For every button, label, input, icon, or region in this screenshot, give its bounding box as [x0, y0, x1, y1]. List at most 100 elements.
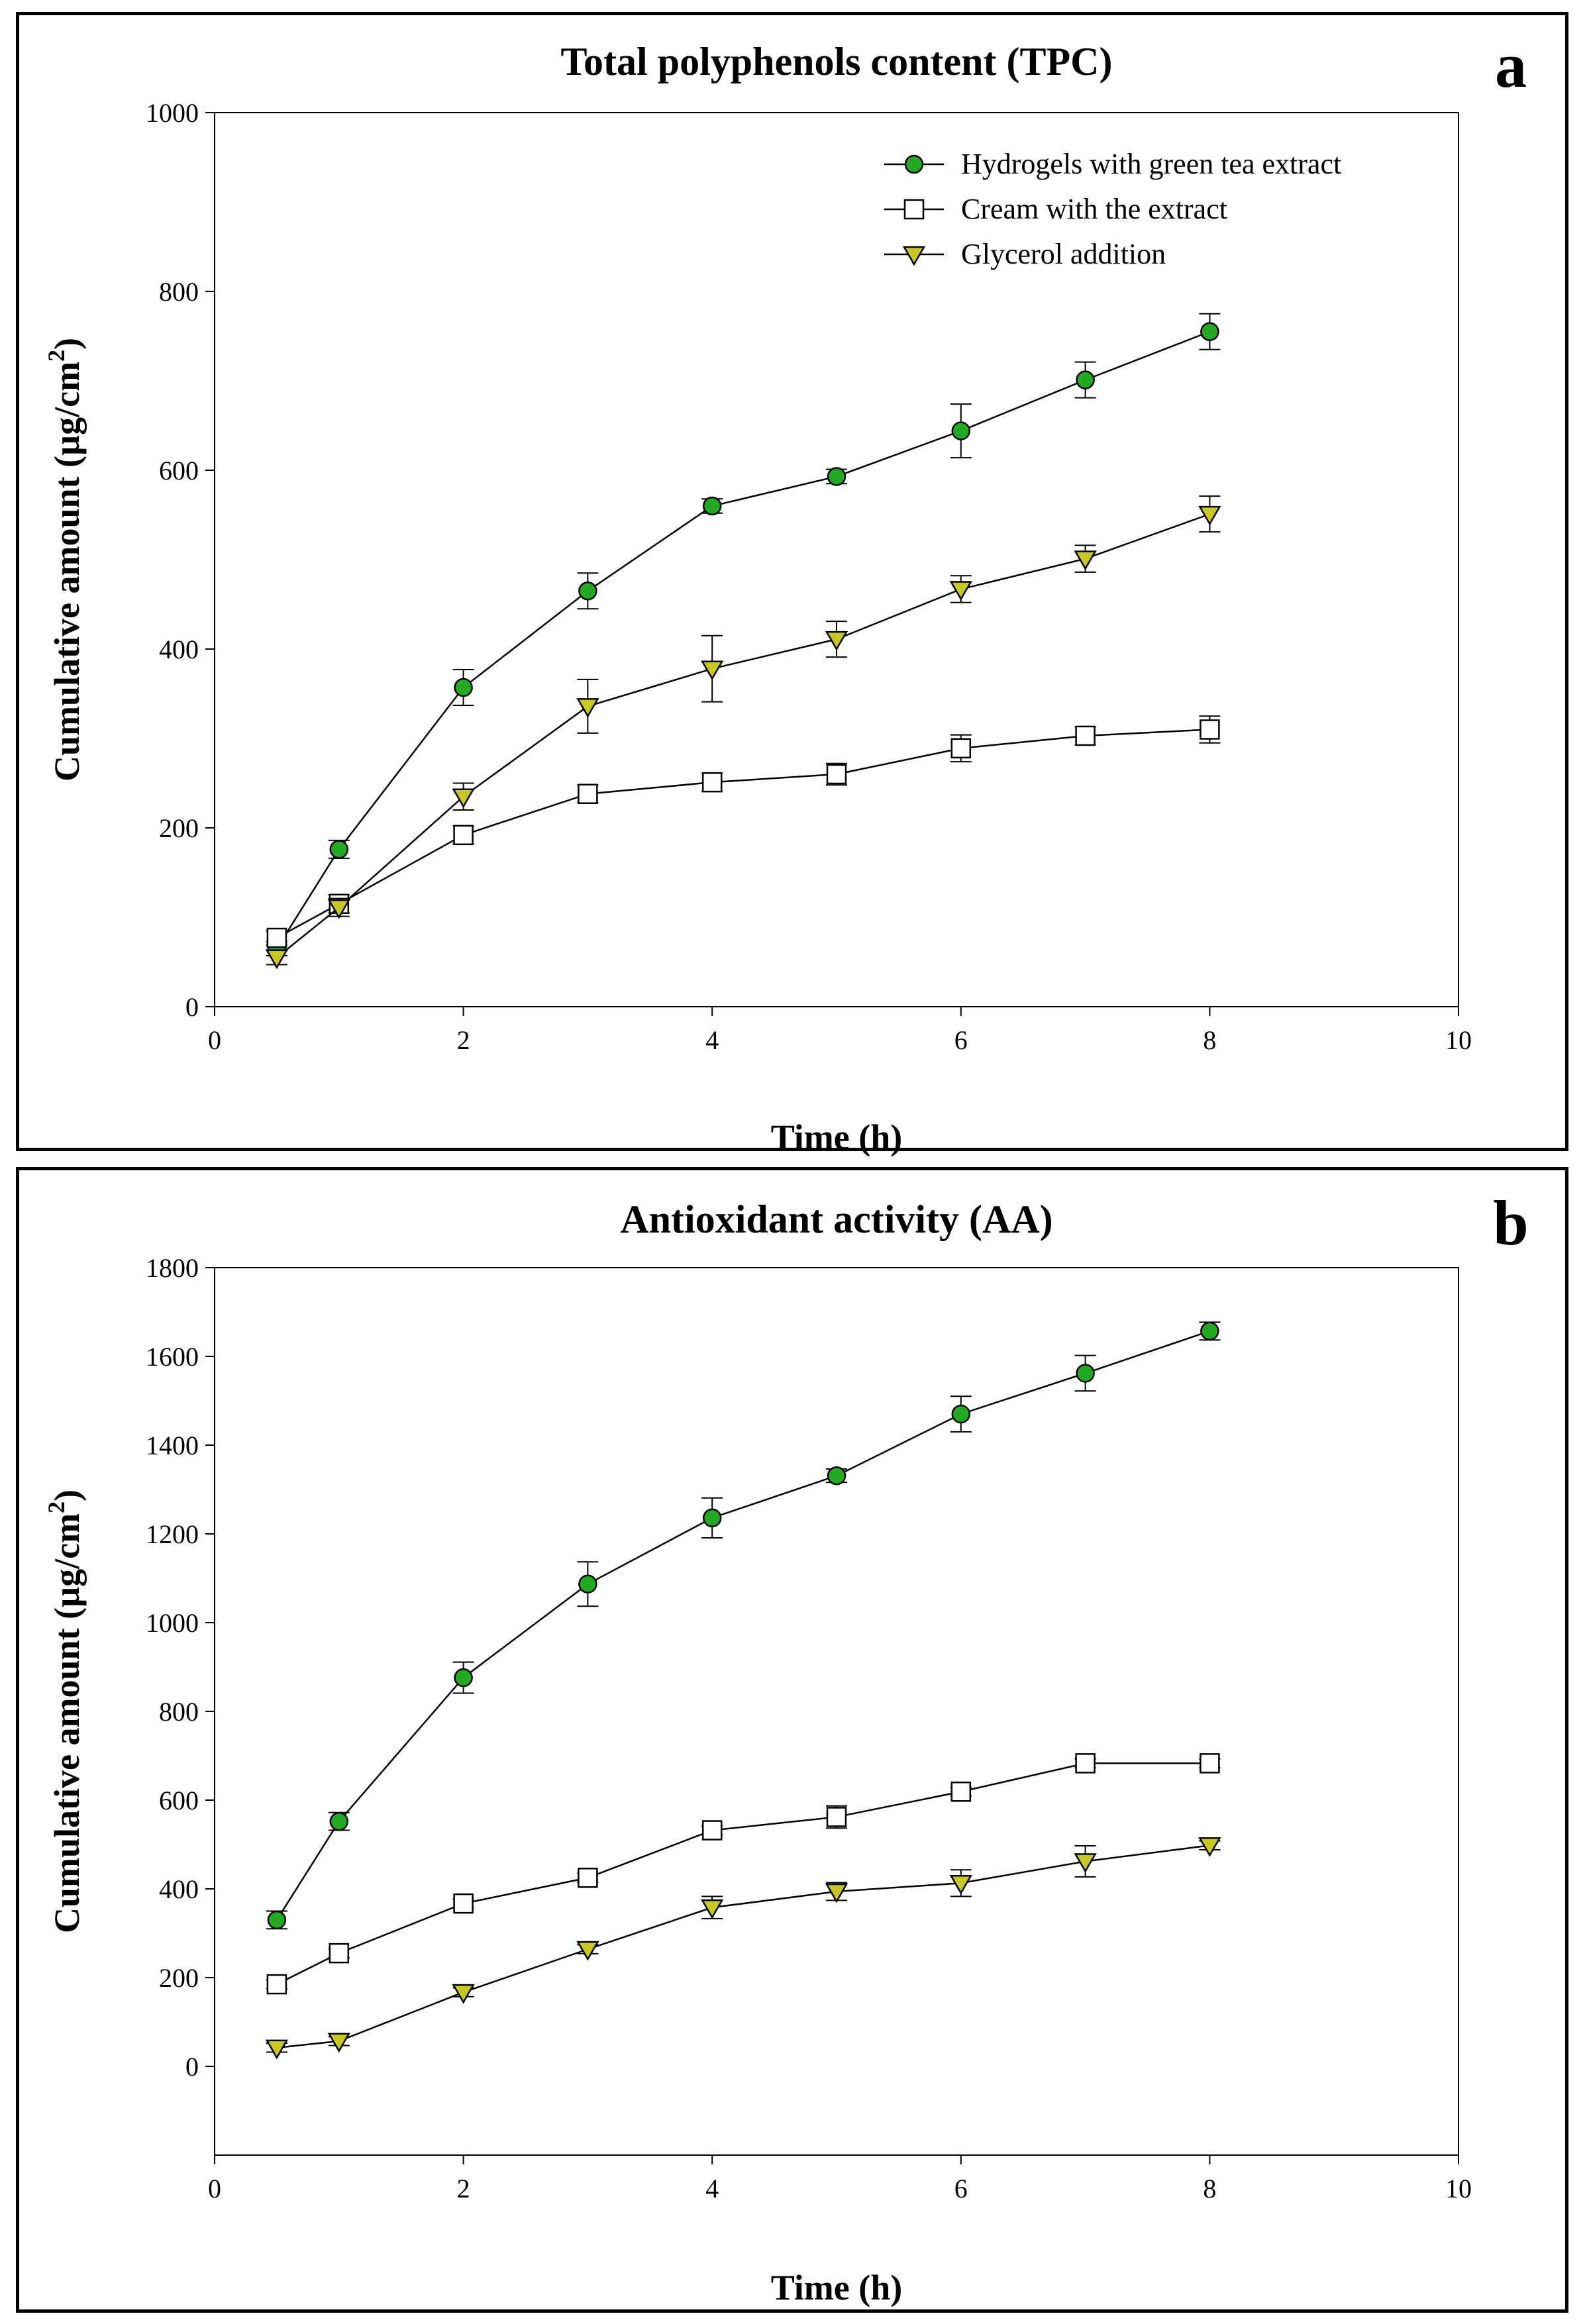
data-point: [578, 1574, 597, 1593]
series-triangle-down: [265, 495, 1221, 970]
data-point: [454, 678, 473, 697]
legend-label: Glycerol addition: [961, 238, 1166, 270]
y-tick-label: 1000: [146, 1608, 199, 1638]
y-tick-label: 400: [159, 634, 199, 664]
x-tick-label: 10: [1445, 1025, 1472, 1055]
y-tick-label: 0: [185, 2052, 199, 2082]
data-point: [1198, 505, 1221, 526]
data-point: [701, 660, 724, 681]
x-tick-label: 4: [705, 1025, 719, 1055]
y-tick-label: 1000: [146, 98, 199, 128]
data-point: [1074, 1853, 1097, 1873]
data-point: [702, 1508, 722, 1528]
y-axis-label-main: Cumulative amount (µg/cm: [47, 362, 87, 782]
data-point: [576, 698, 599, 718]
series-line: [276, 1844, 1210, 2049]
data-point: [576, 1941, 599, 1961]
data-point: [1074, 550, 1097, 571]
x-axis-label: Time (h): [771, 1117, 903, 1157]
y-axis-label: Cumulative amount (µg/cm2): [43, 338, 87, 782]
panel-label: a: [1495, 30, 1527, 101]
y-axis-label: Cumulative amount (µg/cm2): [43, 1490, 87, 1933]
tpc-chart: Total polyphenols content (TPC) a0 2 4 6 8 100…: [43, 30, 1527, 1157]
y-axis-label-close: ): [47, 1490, 87, 1501]
legend-marker: [902, 246, 926, 266]
legend-marker: [904, 154, 924, 174]
data-point: [1200, 1753, 1220, 1774]
y-axis-label-close: ): [47, 338, 87, 350]
y-tick-label: 1400: [146, 1431, 199, 1460]
series-square: [266, 1753, 1221, 1995]
chart-panel-a: Total polyphenols content (TPC) a 0 2 4 6 8 10 0…: [16, 12, 1568, 1157]
y-tick-label: 600: [159, 456, 199, 485]
data-point: [578, 581, 597, 601]
data-point: [825, 1883, 848, 1903]
x-tick-label: 4: [705, 2174, 719, 2203]
data-point: [454, 1668, 473, 1688]
series-circle: [266, 1321, 1221, 1930]
x-tick-label: 6: [954, 1025, 968, 1055]
data-point: [827, 467, 846, 486]
x-tick-label: 0: [208, 2174, 221, 2203]
data-point: [1076, 370, 1095, 389]
series-line: [276, 1762, 1210, 1986]
data-point: [266, 927, 287, 948]
x-tick-label: 8: [1203, 2174, 1216, 2203]
series-line: [276, 330, 1210, 949]
y-tick-label: 400: [159, 1874, 199, 1904]
data-point: [327, 899, 350, 919]
x-tick-label: 0: [208, 1025, 221, 1055]
data-point: [826, 764, 847, 785]
y-tick-label: 1600: [146, 1342, 199, 1372]
y-tick-label: 1800: [146, 1253, 199, 1283]
y-tick-label: 1200: [146, 1519, 199, 1549]
x-tick-label: 2: [457, 1025, 470, 1055]
data-point: [329, 840, 349, 859]
y-axis-label-superscript: 2: [43, 350, 70, 362]
plot-frame: [214, 112, 1459, 1007]
data-point: [951, 1404, 971, 1424]
legend-label: Cream with the extract: [961, 193, 1227, 225]
data-point: [1200, 719, 1220, 740]
chart-panel-b: Antioxidant activity (AA) b 0 2 4 6 8 10 0 200 400…: [16, 1167, 1568, 2313]
plot-frame: [214, 1267, 1459, 2156]
data-point: [1200, 1321, 1219, 1341]
series-line: [276, 729, 1210, 939]
legend: Hydrogels with green tea extract Cream wi…: [884, 148, 1341, 270]
data-point: [578, 783, 598, 804]
data-point: [267, 1910, 287, 1930]
series-square: [266, 715, 1221, 948]
series-line: [276, 513, 1210, 958]
data-point: [949, 1875, 972, 1895]
y-axis-label-main: Cumulative amount (µg/cm: [47, 1513, 87, 1933]
chart-title: Total polyphenols content (TPC): [561, 40, 1113, 83]
x-tick-label: 10: [1445, 2174, 1472, 2203]
legend-marker: [903, 199, 925, 220]
data-point: [1075, 1753, 1096, 1774]
y-tick-label: 200: [159, 813, 199, 843]
data-point: [949, 581, 972, 601]
x-tick-label: 8: [1203, 1025, 1216, 1055]
data-point: [327, 2033, 350, 2053]
panel-label: b: [1493, 1187, 1528, 1258]
data-point: [951, 421, 971, 440]
y-tick-label: 0: [185, 992, 199, 1022]
y-tick-label: 800: [159, 1697, 199, 1727]
data-point: [1075, 725, 1096, 746]
y-tick-label: 200: [159, 1963, 199, 1993]
chart-title: Antioxidant activity (AA): [620, 1197, 1052, 1241]
data-point: [578, 1868, 598, 1888]
data-point: [1198, 1837, 1221, 1857]
x-tick-label: 2: [457, 2174, 470, 2203]
series-circle: [266, 313, 1221, 958]
data-point: [265, 2039, 289, 2060]
series-triangle-down: [265, 1837, 1221, 2060]
y-axis-label-superscript: 2: [43, 1501, 70, 1513]
x-tick-label: 6: [954, 2174, 968, 2203]
x-axis-label: Time (h): [771, 2268, 903, 2307]
data-point: [825, 631, 848, 651]
data-point: [452, 788, 475, 809]
data-point: [950, 738, 972, 759]
data-point: [453, 1893, 474, 1914]
data-point: [1200, 322, 1219, 341]
